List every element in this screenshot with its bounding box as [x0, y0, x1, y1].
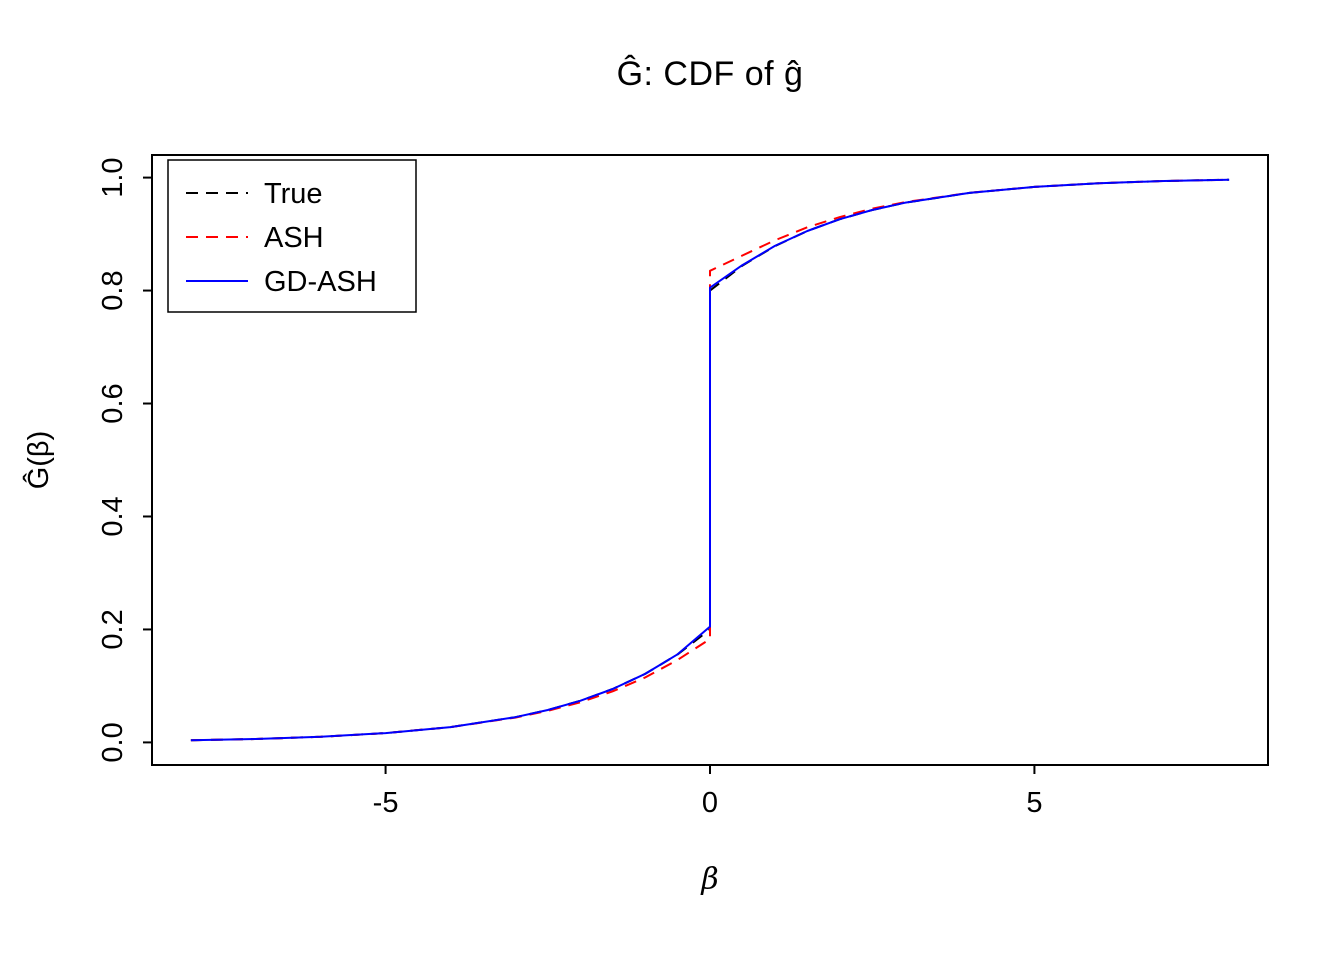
- legend-label-ash: ASH: [264, 222, 324, 254]
- x-tick-label: 0: [702, 787, 718, 819]
- chart-title: Ĝ: CDF of ĝ: [616, 55, 804, 93]
- x-axis-label: β: [701, 862, 719, 897]
- legend-label-gd-ash: GD-ASH: [264, 266, 377, 298]
- y-tick-label: 0.6: [97, 383, 129, 423]
- x-tick-label: 5: [1026, 787, 1042, 819]
- y-tick-label: 0.0: [97, 722, 129, 762]
- x-tick-label: -5: [373, 787, 399, 819]
- y-tick-label: 0.8: [97, 270, 129, 310]
- y-axis-label: Ĝ(β): [23, 430, 55, 490]
- legend-label-true: True: [264, 178, 323, 210]
- y-tick-label: 0.2: [97, 609, 129, 649]
- y-tick-label: 1.0: [97, 157, 129, 197]
- series-line-gd-ash: [190, 178, 1230, 742]
- y-tick-label: 0.4: [97, 496, 129, 536]
